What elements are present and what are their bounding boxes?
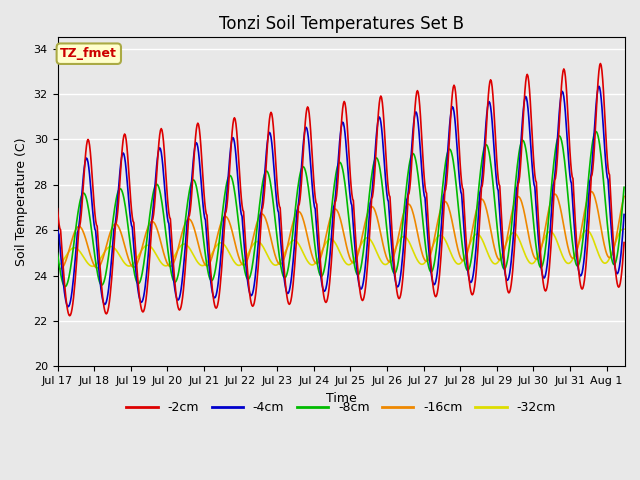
-32cm — [317, 249, 325, 255]
-2cm — [134, 274, 141, 280]
Line: -32cm: -32cm — [58, 229, 624, 266]
-2cm — [461, 214, 468, 220]
-8cm — [56, 266, 63, 272]
-2cm — [66, 313, 74, 319]
-2cm — [475, 239, 483, 244]
Y-axis label: Soil Temperature (C): Soil Temperature (C) — [15, 138, 28, 266]
-4cm — [54, 226, 61, 231]
-32cm — [461, 254, 468, 260]
-2cm — [54, 206, 61, 212]
Title: Tonzi Soil Temperatures Set B: Tonzi Soil Temperatures Set B — [219, 15, 463, 33]
-8cm — [620, 184, 628, 190]
-32cm — [56, 262, 63, 267]
-8cm — [296, 171, 304, 177]
-16cm — [296, 209, 304, 215]
Line: -8cm: -8cm — [58, 132, 624, 287]
Text: TZ_fmet: TZ_fmet — [60, 47, 117, 60]
-4cm — [461, 236, 468, 241]
-8cm — [461, 260, 468, 265]
Line: -4cm: -4cm — [58, 86, 624, 307]
-32cm — [620, 226, 627, 232]
-32cm — [620, 226, 628, 232]
-32cm — [54, 264, 61, 269]
-2cm — [296, 196, 304, 202]
Line: -2cm: -2cm — [58, 63, 624, 316]
-2cm — [56, 226, 63, 231]
-4cm — [56, 241, 63, 247]
-4cm — [296, 184, 304, 190]
-4cm — [620, 212, 628, 217]
X-axis label: Time: Time — [326, 392, 356, 405]
-2cm — [620, 240, 628, 245]
-32cm — [296, 243, 304, 249]
-8cm — [475, 189, 483, 194]
-8cm — [134, 280, 141, 286]
-8cm — [592, 129, 600, 134]
-4cm — [134, 284, 141, 290]
-4cm — [595, 84, 603, 89]
-8cm — [54, 251, 61, 256]
-16cm — [134, 260, 141, 265]
-32cm — [134, 254, 141, 260]
Line: -16cm: -16cm — [58, 192, 624, 269]
-8cm — [317, 274, 325, 279]
-16cm — [56, 265, 63, 271]
-32cm — [89, 264, 97, 269]
-16cm — [620, 193, 628, 199]
-32cm — [475, 232, 483, 238]
-16cm — [475, 201, 483, 206]
-16cm — [57, 266, 65, 272]
-4cm — [475, 213, 483, 218]
-16cm — [588, 189, 595, 194]
-8cm — [61, 284, 69, 289]
Legend: -2cm, -4cm, -8cm, -16cm, -32cm: -2cm, -4cm, -8cm, -16cm, -32cm — [122, 396, 561, 420]
-4cm — [65, 304, 72, 310]
-2cm — [317, 271, 325, 276]
-16cm — [54, 263, 61, 269]
-16cm — [317, 253, 325, 259]
-2cm — [596, 60, 604, 66]
-4cm — [317, 277, 325, 283]
-16cm — [461, 257, 468, 263]
